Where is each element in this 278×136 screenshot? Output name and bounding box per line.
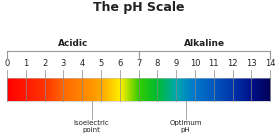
Text: 11: 11 [208, 59, 219, 68]
Text: 7: 7 [136, 59, 141, 68]
Text: 0: 0 [4, 59, 10, 68]
Text: 2: 2 [42, 59, 47, 68]
Text: 12: 12 [227, 59, 238, 68]
Text: 13: 13 [246, 59, 257, 68]
Text: 14: 14 [265, 59, 275, 68]
Text: 9: 9 [173, 59, 179, 68]
Text: 5: 5 [98, 59, 104, 68]
Text: Optimum
pH: Optimum pH [169, 120, 202, 133]
Text: 4: 4 [80, 59, 85, 68]
Text: Acidic: Acidic [58, 39, 88, 48]
Text: 3: 3 [61, 59, 66, 68]
Text: 10: 10 [190, 59, 200, 68]
Text: Alkaline: Alkaline [184, 39, 225, 48]
Text: 6: 6 [117, 59, 123, 68]
Text: 8: 8 [155, 59, 160, 68]
Text: 1: 1 [23, 59, 28, 68]
Title: The pH Scale: The pH Scale [93, 1, 184, 14]
Text: Isoelectric
point: Isoelectric point [74, 120, 110, 133]
